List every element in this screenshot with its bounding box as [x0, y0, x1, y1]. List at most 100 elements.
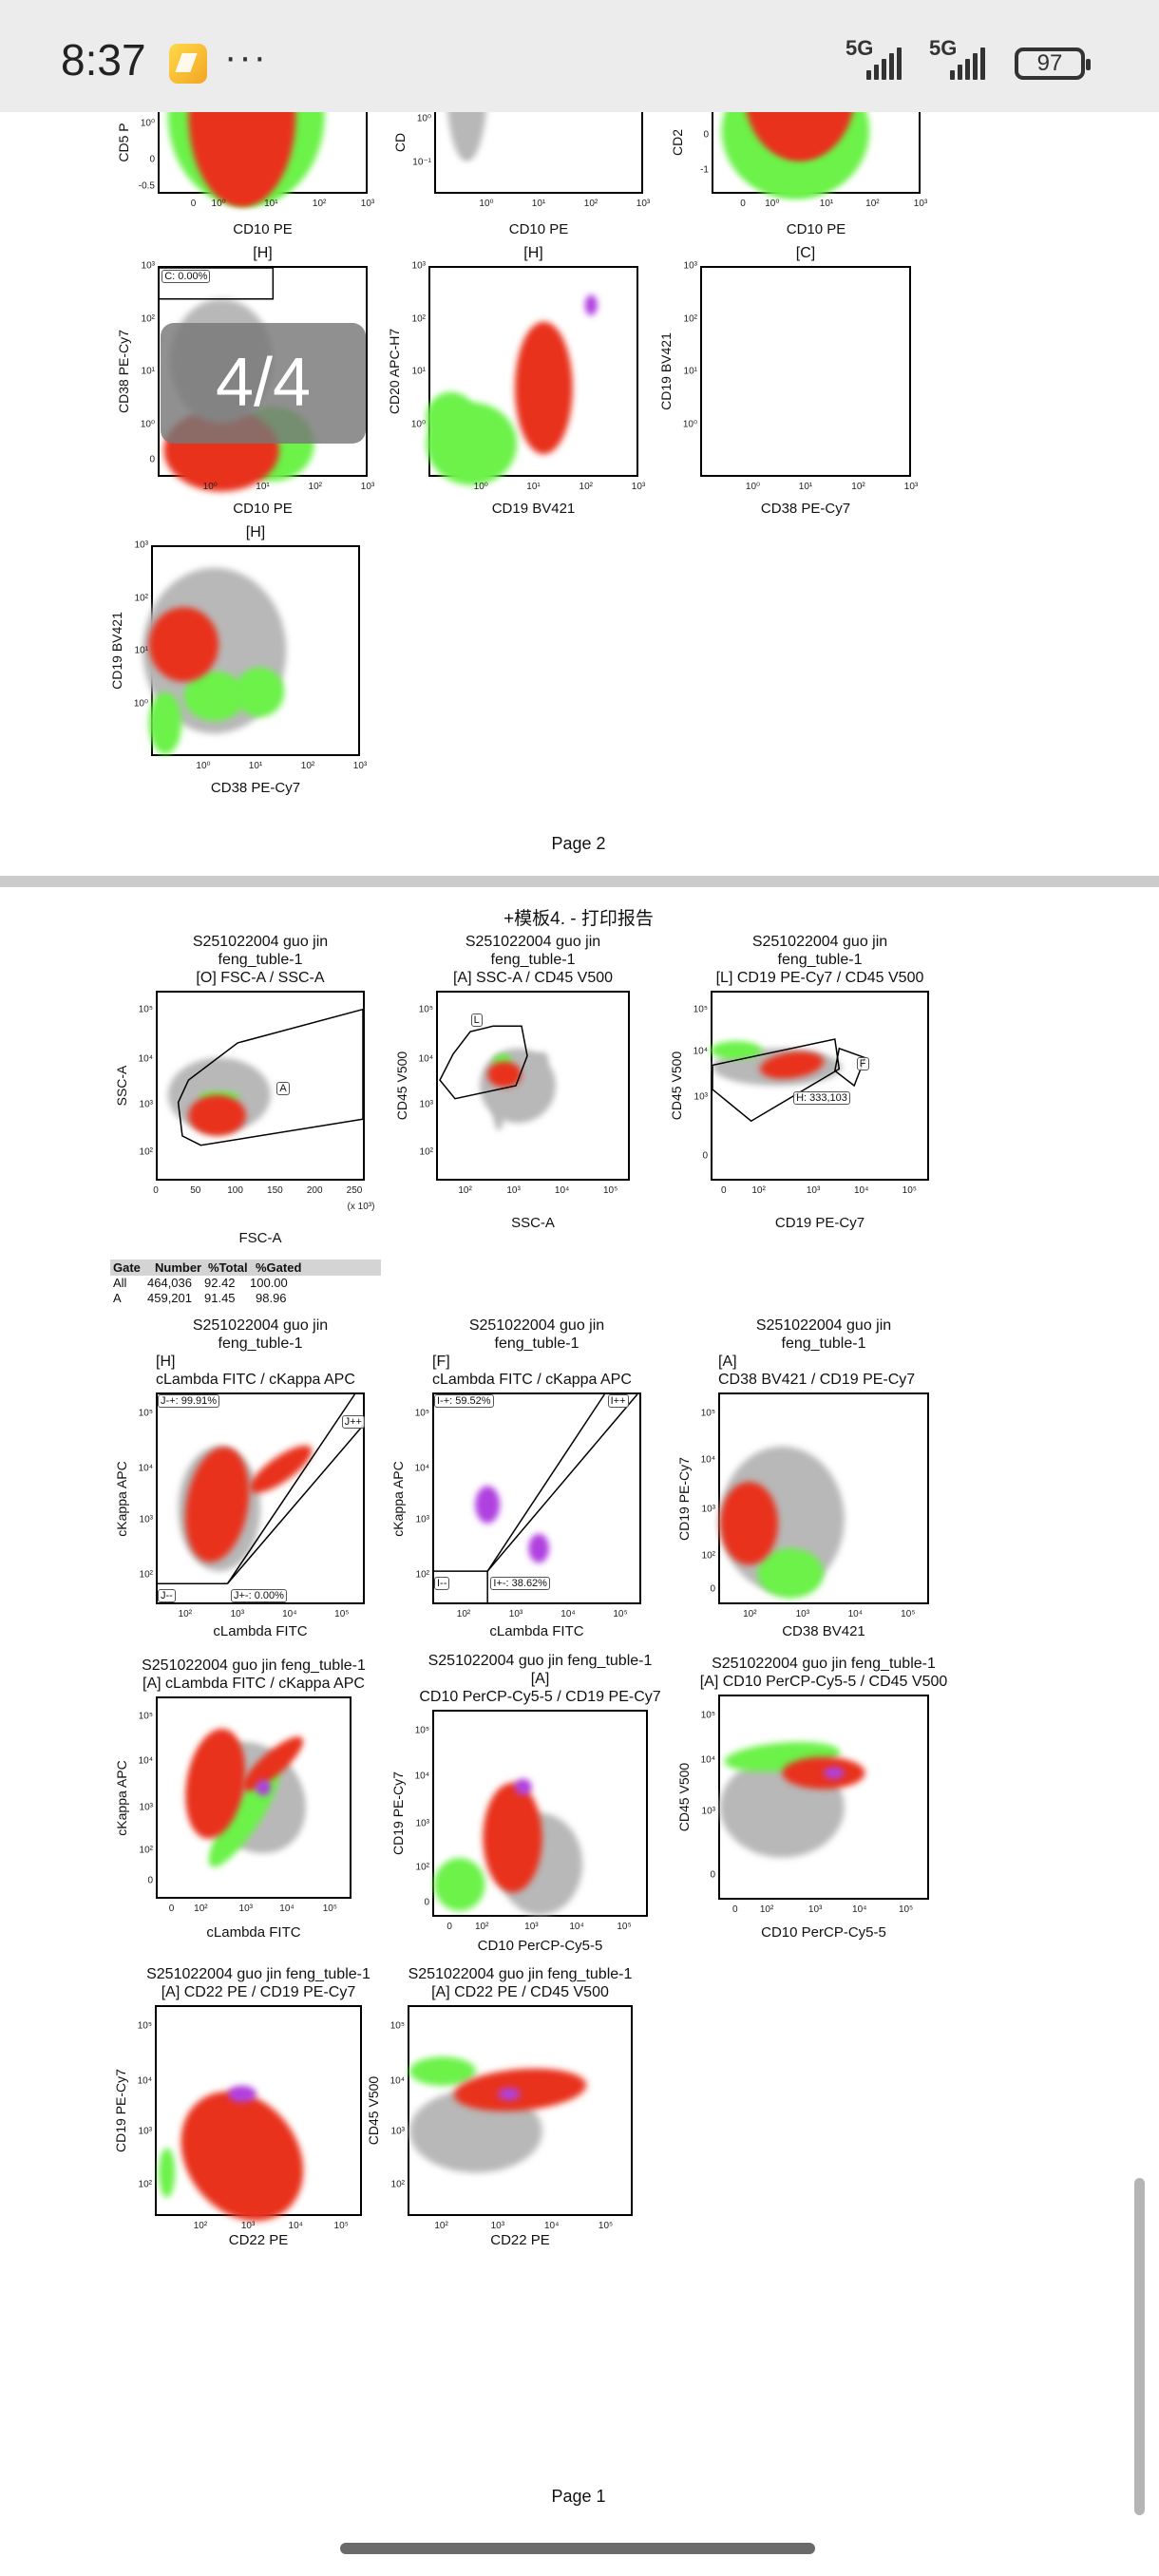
gate-label[interactable]: H: 333,103: [793, 1091, 850, 1105]
y-tick-label: 10⁴: [138, 1755, 153, 1767]
plot-title: [C]: [672, 244, 940, 262]
cell: A: [113, 1291, 122, 1305]
red-population: [487, 1061, 522, 1088]
gate-label[interactable]: J--: [158, 1589, 176, 1603]
home-indicator[interactable]: [340, 2543, 815, 2554]
gate-label[interactable]: F: [856, 1057, 869, 1070]
gate-outline[interactable]: [227, 1394, 354, 1583]
gate-label[interactable]: J+-: 0.00%: [231, 1589, 287, 1603]
plot-title-line: [O] FSC-A / SSC-A: [196, 970, 325, 986]
y-tick-label: 10⁵: [693, 1004, 708, 1015]
plot-canvas: [185, 1728, 306, 1867]
gate-label[interactable]: L: [470, 1013, 483, 1027]
y-tick-label: 10²: [683, 313, 697, 324]
scatter-plot[interactable]: J-+: 99.91% J++ J-- J+-: 0.00%: [156, 1392, 365, 1604]
gate-label[interactable]: I++: [607, 1394, 629, 1408]
x-tick-label: 10³: [913, 199, 928, 209]
gate-outline[interactable]: [487, 1394, 604, 1571]
scrollbar[interactable]: [1134, 2178, 1145, 2515]
x-tick-label: 0: [732, 1904, 738, 1915]
red-population: [242, 1736, 304, 1791]
y-axis-label: SSC-A: [114, 1065, 129, 1107]
plot-title-line: S251022004 guo jin: [192, 1317, 329, 1334]
col-total: %Total: [208, 1260, 248, 1275]
y-tick-label: 0: [710, 1583, 715, 1595]
gate-label[interactable]: I-+: 59.52%: [434, 1394, 494, 1408]
y-tick-label: -1: [700, 164, 709, 176]
green-population: [148, 691, 182, 754]
gate-outline[interactable]: [487, 1394, 637, 1571]
x-tick-label: 10¹: [819, 199, 834, 209]
plot-title-line: [A] CD10 PerCP-Cy5-5 / CD45 V500: [699, 1674, 948, 1690]
gate-label[interactable]: I--: [434, 1576, 450, 1590]
scatter-plot[interactable]: [700, 266, 911, 477]
gate-outline[interactable]: [440, 1026, 527, 1098]
gate-label[interactable]: J++: [341, 1415, 365, 1430]
y-tick-label: 10¹: [141, 366, 155, 377]
y-tick-label: 10³: [694, 1091, 708, 1103]
scatter-plot[interactable]: [156, 1696, 352, 1899]
y-axis-label: CD19 BV421: [109, 612, 124, 690]
plot-title-line: [H]: [253, 245, 273, 261]
y-tick-label: 10³: [139, 1802, 153, 1813]
x-tick-label: 0: [168, 1904, 175, 1914]
red-population: [514, 321, 573, 455]
x-tick-label: 10⁵: [613, 1609, 628, 1619]
gate-outline[interactable]: [179, 1010, 363, 1146]
y-tick-label: 10³: [139, 1099, 153, 1110]
x-axis-label: CD38 PE-Cy7: [210, 780, 301, 796]
y-tick-label: 10⁵: [138, 1711, 153, 1722]
gate-label[interactable]: A: [276, 1082, 290, 1095]
plot-title-line: S251022004 guo jin: [465, 934, 601, 950]
y-tick-label: 10³: [415, 1818, 429, 1829]
y-tick-label: 10⁵: [414, 1408, 429, 1419]
scatter-plot[interactable]: H: 333,103 F: [710, 991, 929, 1181]
y-tick-label: 0: [149, 454, 155, 465]
gate-outline[interactable]: [227, 1426, 363, 1583]
x-tick-label: 10⁴: [560, 1609, 576, 1619]
y-tick-label: 10²: [138, 2179, 152, 2190]
plot-title-line: [A] SSC-A / CD45 V500: [452, 970, 614, 986]
page-indicator: 4/4: [161, 323, 366, 444]
y-tick-label: 10⁵: [700, 1710, 715, 1721]
plot-title-line: [A] cLambda FITC / cKappa APC: [142, 1676, 365, 1692]
y-axis-label: CD19 PE-Cy7: [390, 1771, 406, 1855]
scatter-plot[interactable]: [426, 266, 638, 485]
gate-outline[interactable]: [160, 268, 273, 299]
x-tick-label: 10⁰: [745, 482, 761, 492]
x-tick-label: 10⁰: [202, 482, 218, 492]
gate-label[interactable]: I+-: 38.62%: [490, 1576, 550, 1590]
scatter-plot[interactable]: [155, 2005, 362, 2222]
scatter-plot[interactable]: [432, 1710, 648, 1917]
scatter-plot[interactable]: [718, 1392, 929, 1604]
gate-label[interactable]: C: 0.00%: [162, 270, 211, 284]
scatter-plot[interactable]: I-+: 59.52% I++ I-- I+-: 38.62%: [432, 1392, 641, 1604]
y-tick-label: 0: [147, 1875, 153, 1886]
gate-label[interactable]: J-+: 99.91%: [158, 1394, 220, 1408]
scatter-plot[interactable]: A: [156, 991, 365, 1181]
scatter-plot[interactable]: L: [436, 991, 630, 1181]
red-population: [185, 1447, 250, 1563]
scatter-plot[interactable]: [718, 1695, 929, 1900]
gate-outline[interactable]: [835, 1049, 865, 1086]
clock: 8:37: [61, 35, 146, 85]
x-axis-label: cLambda FITC: [489, 1623, 584, 1639]
scatter-plot[interactable]: [408, 2005, 633, 2216]
cell: 92.42: [204, 1276, 236, 1290]
x-tick-label: 10³: [240, 2221, 256, 2231]
plot-title-line: S251022004 guo jin feng_tuble-1: [428, 1653, 653, 1669]
plot-title-line: S251022004 guo jin: [192, 934, 329, 950]
y-tick-label: 10¹: [134, 645, 148, 656]
x-tick-label: 10⁰: [196, 761, 211, 771]
x-tick-label: 10²: [193, 2221, 208, 2231]
plot-canvas: [426, 294, 598, 485]
y-tick-label: 10³: [701, 1806, 715, 1817]
x-tick-label: 10³: [490, 2221, 505, 2231]
x-tick-label: 10⁵: [334, 1609, 350, 1619]
y-axis-label: CD20 APC-H7: [387, 328, 402, 415]
cell: 98.96: [256, 1291, 287, 1305]
scatter-plot[interactable]: [142, 545, 360, 756]
x-tick-label: 10²: [583, 199, 598, 209]
y-tick-label: 10²: [139, 1569, 153, 1581]
y-tick-label: 10²: [415, 1862, 429, 1873]
